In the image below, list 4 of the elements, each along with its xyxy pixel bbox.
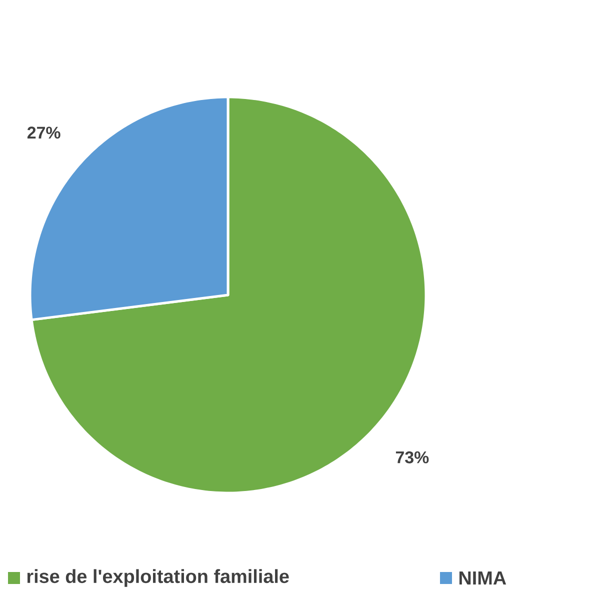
data-label: 27% (27, 126, 60, 139)
legend-label: NIMA (459, 571, 506, 585)
data-label: 73% (396, 451, 429, 464)
legend-label: rise de l'exploitation familiale (27, 569, 289, 587)
